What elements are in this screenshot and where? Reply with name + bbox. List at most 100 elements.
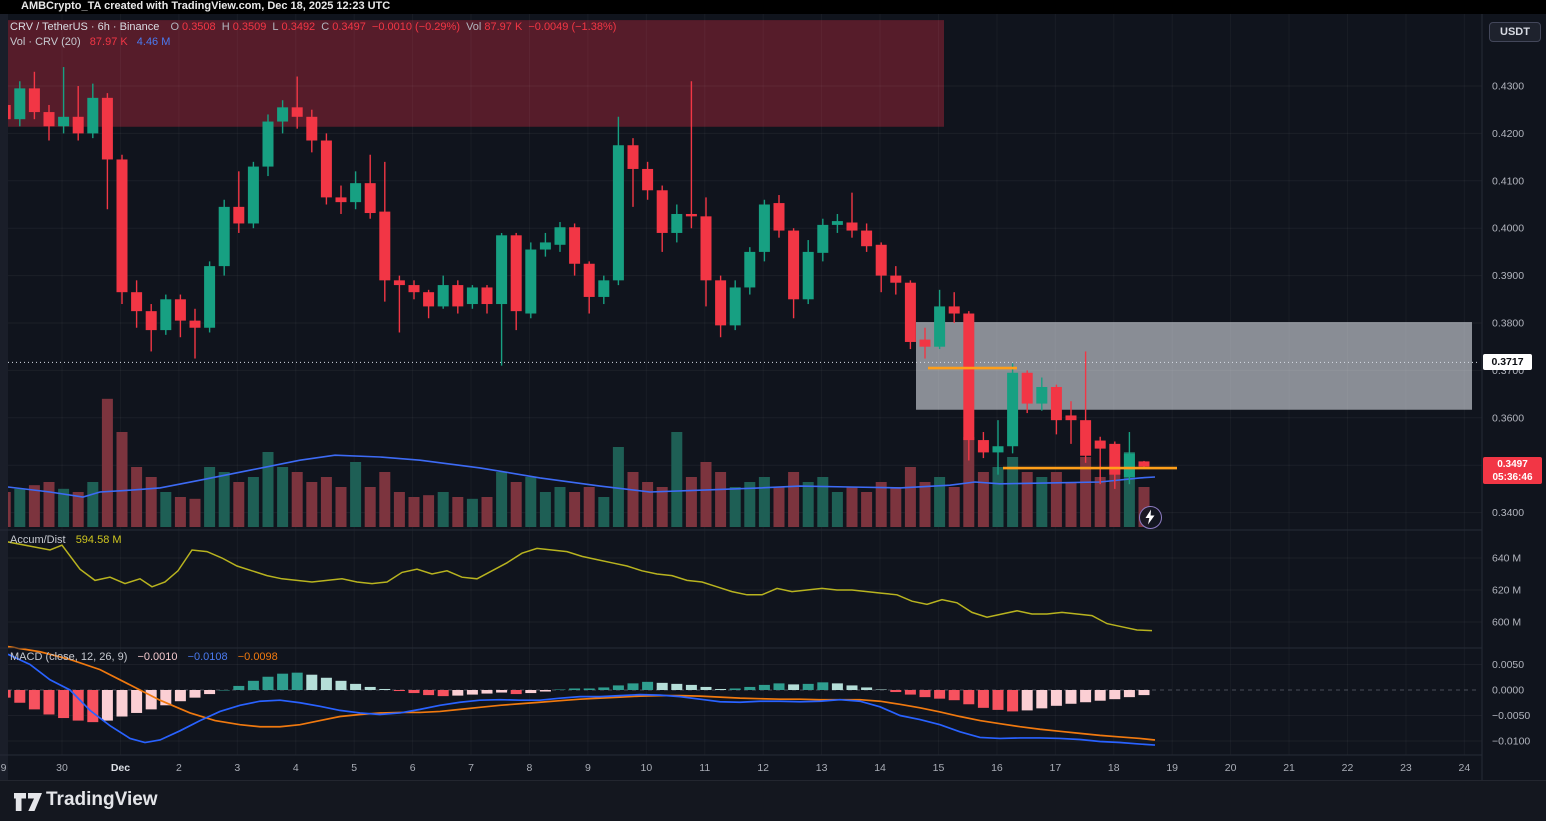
macd-signal-line	[8, 645, 1156, 741]
volume-bar	[189, 498, 201, 527]
accum-dist-legend[interactable]: Accum/Dist 594.58 M	[10, 534, 122, 546]
macd-histogram-bar	[642, 681, 654, 690]
candle	[306, 116, 318, 141]
macd-histogram-bar	[817, 682, 829, 690]
macd-histogram-bar	[189, 690, 201, 698]
axis-tick-label: 19	[1166, 762, 1178, 774]
axis-tick-label: 16	[991, 762, 1003, 774]
volume-bar	[306, 482, 318, 527]
candle	[1109, 443, 1121, 475]
axis-tick-label: 0.3800	[1492, 318, 1524, 330]
chart-area[interactable]: 0.4300 0.4200 0.4100 0.4000 0.3900 0.3800 0.37…	[0, 14, 1546, 780]
volume-bar	[408, 497, 420, 527]
volume-bar	[642, 482, 654, 527]
chart-canvas[interactable]: 0.4300 0.4200 0.4100 0.4000 0.3900 0.3800 0.37…	[0, 14, 1546, 780]
volume-bar	[788, 472, 800, 527]
candle	[744, 251, 756, 288]
candle	[919, 339, 931, 347]
macd-histogram-bar	[890, 690, 902, 693]
macd-histogram-bar	[364, 686, 376, 690]
macd-histogram-bar	[700, 686, 712, 690]
accum-dist-value: 594.58 M	[75, 534, 122, 546]
macd-histogram-bar	[788, 684, 800, 690]
axis-tick-label: 10	[640, 762, 652, 774]
volume-bar	[744, 482, 756, 527]
macd-histogram-bar	[101, 690, 113, 721]
macd-signal-value: −0.0098	[237, 651, 278, 663]
candle	[204, 266, 216, 328]
accum-dist-name[interactable]: Accum/Dist	[10, 534, 66, 546]
volume-bar	[598, 497, 610, 527]
axis-tick-label: 0.0000	[1492, 685, 1524, 697]
volume-indicator-legend[interactable]: Vol · CRV (20) 87.97 K 4.46 M	[10, 36, 176, 48]
candle	[291, 107, 303, 117]
volume-bar	[919, 482, 931, 527]
axis-tick-label: 5	[351, 762, 357, 774]
macd-histogram-bar	[1080, 690, 1092, 703]
open-value: 0.3508	[182, 21, 216, 33]
attribution-bar: AMBCrypto_TA created with TradingView.co…	[0, 0, 1546, 14]
volume-bar	[525, 477, 537, 527]
macd-name[interactable]: MACD (close, 12, 26, 9)	[10, 651, 128, 663]
macd-histogram-bar	[1138, 690, 1150, 696]
macd-histogram-bar	[452, 690, 464, 696]
axis-tick-label: 0.4100	[1492, 175, 1524, 187]
candle	[685, 213, 697, 217]
candle	[116, 159, 128, 293]
candle	[233, 206, 245, 224]
candle	[364, 183, 376, 214]
volume-ma: 4.46 M	[136, 36, 171, 48]
candle	[87, 97, 99, 134]
candle	[481, 287, 493, 305]
volume-bar	[452, 497, 464, 527]
axis-tick-label: 7	[468, 762, 474, 774]
macd-histogram-bar	[291, 672, 303, 690]
axis-tick-label: 0.0050	[1492, 659, 1524, 671]
macd-legend[interactable]: MACD (close, 12, 26, 9) −0.0010 −0.0108 …	[10, 651, 285, 663]
volume-bar	[350, 462, 362, 527]
volume-bar	[204, 467, 216, 527]
candle	[14, 88, 26, 120]
macd-histogram-bar	[145, 690, 157, 710]
volume-bar	[890, 487, 902, 527]
demand-zone	[916, 322, 1472, 410]
candle	[1065, 415, 1077, 421]
candle	[466, 287, 478, 305]
axis-tick-label: 17	[1049, 762, 1061, 774]
candle	[904, 282, 916, 342]
macd-histogram-bar	[116, 690, 128, 717]
candle	[1138, 461, 1150, 467]
low-value: 0.3492	[281, 21, 316, 33]
candle	[174, 299, 186, 321]
volume-bar	[87, 482, 99, 527]
volume-bar	[948, 487, 960, 527]
axis-tick-label: 21	[1283, 762, 1295, 774]
candle	[963, 313, 975, 441]
candle	[72, 116, 84, 134]
candle	[656, 190, 668, 233]
macd-histogram-bar	[919, 690, 931, 698]
macd-histogram-bar	[28, 690, 40, 710]
candle	[525, 249, 537, 314]
high-value: 0.3509	[232, 21, 267, 33]
macd-histogram-bar	[715, 688, 727, 690]
macd-histogram-bar	[58, 690, 70, 719]
volume-bar	[101, 398, 113, 527]
vol-label: Vol	[466, 21, 482, 33]
symbol-name[interactable]: CRV / TetherUS · 6h · Binance	[10, 21, 160, 33]
volume-bar	[1123, 452, 1135, 527]
macd-histogram-bar	[87, 690, 99, 723]
flash-icon[interactable]	[1139, 506, 1162, 529]
macd-histogram-bar	[379, 688, 391, 690]
axis-tick-label: 3	[234, 762, 240, 774]
currency-toggle-button[interactable]: USDT	[1489, 22, 1541, 42]
candle	[992, 446, 1004, 453]
accum-dist-line	[8, 541, 1153, 632]
macd-histogram-bar	[1050, 690, 1062, 706]
macd-histogram-bar	[831, 683, 843, 690]
volume-bar	[817, 477, 829, 527]
volume-indicator-name[interactable]: Vol · CRV (20)	[10, 36, 81, 48]
volume-bar	[758, 477, 770, 527]
